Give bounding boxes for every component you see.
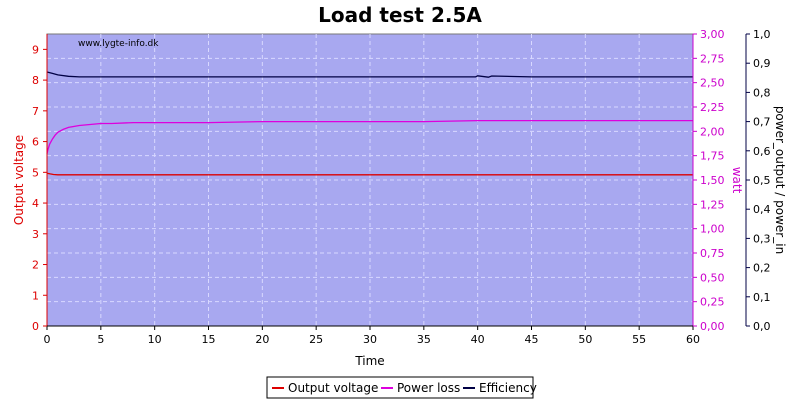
x-tick-label: 50 — [578, 333, 592, 346]
y-right2-tick-label: 0,7 — [753, 116, 771, 129]
y-right2-tick-label: 0,4 — [753, 203, 771, 216]
y-right2-tick-label: 0,3 — [753, 232, 771, 245]
y-right2-tick-label: 0,9 — [753, 57, 771, 70]
x-tick-label: 15 — [202, 333, 216, 346]
y-right1-tick-label: 0,25 — [700, 296, 725, 309]
y-right2-tick-label: 1,0 — [753, 28, 771, 41]
y-right2-tick-label: 0,5 — [753, 174, 771, 187]
y-right2-tick-label: 0,6 — [753, 145, 771, 158]
x-tick-label: 45 — [525, 333, 539, 346]
y-right1-axis-label: watt — [730, 167, 744, 194]
x-tick-label: 5 — [97, 333, 104, 346]
x-tick-label: 20 — [255, 333, 269, 346]
grid-lines — [47, 34, 693, 326]
x-tick-label: 25 — [309, 333, 323, 346]
legend-label-power-loss: Power loss — [397, 381, 460, 395]
legend-label-output-voltage: Output voltage — [288, 381, 378, 395]
x-tick-label: 35 — [417, 333, 431, 346]
y-right1-tick-label: 3,00 — [700, 28, 725, 41]
legend: Output voltage Power loss Efficiency — [266, 376, 537, 399]
y-right1-tick-label: 1,00 — [700, 223, 725, 236]
y-right2-axis-label: power_output / power_in — [773, 106, 787, 254]
y-left-tick-label: 8 — [32, 74, 39, 87]
y-right1-tick-label: 1,50 — [700, 174, 725, 187]
y-right2-tick-label: 0,1 — [753, 291, 771, 304]
chart-title: Load test 2.5A — [318, 3, 482, 27]
y-right2-tick-label: 0,0 — [753, 320, 771, 333]
y-right1-tick-label: 2,25 — [700, 101, 725, 114]
axes-layer: 0 5 10 15 20 25 30 35 40 45 50 55 600,000,250,500,75… — [32, 28, 771, 346]
series-line-power-loss — [46, 119, 693, 154]
y-right1-tick-label: 1,25 — [700, 198, 725, 211]
legend-label-efficiency: Efficiency — [479, 381, 537, 395]
y-left-tick-label: 1 — [32, 289, 39, 302]
x-tick-label: 0 — [44, 333, 51, 346]
y-left-tick-label: 9 — [32, 43, 39, 56]
x-tick-label: 10 — [148, 333, 162, 346]
y-left-tick-label: 4 — [32, 197, 39, 210]
series-line-efficiency — [46, 71, 693, 78]
y-right1-tick-label: 0,50 — [700, 271, 725, 284]
y-left-tick-label: 0 — [32, 320, 39, 333]
y-right1-tick-label: 0,75 — [700, 247, 725, 260]
x-tick-label: 60 — [686, 333, 700, 346]
y-right1-tick-label: 1,75 — [700, 150, 725, 163]
y-right1-tick-label: 2,50 — [700, 77, 725, 90]
y-right2-tick-label: 0,8 — [753, 86, 771, 99]
y-left-axis-label: Output voltage — [12, 135, 26, 225]
x-tick-label: 40 — [471, 333, 485, 346]
series-line-output-voltage — [46, 172, 693, 176]
y-right2-tick-label: 0,2 — [753, 262, 771, 275]
x-axis-label: Time — [354, 354, 384, 368]
y-left-tick-label: 6 — [32, 136, 39, 149]
legend-box — [266, 376, 534, 399]
y-left-tick-label: 3 — [32, 228, 39, 241]
y-right1-tick-label: 0,00 — [700, 320, 725, 333]
x-tick-label: 55 — [632, 333, 646, 346]
x-tick-label: 30 — [363, 333, 377, 346]
series-layer — [46, 71, 693, 176]
y-right1-tick-label: 2,00 — [700, 125, 725, 138]
watermark: www.lygte-info.dk — [78, 39, 159, 49]
y-left-tick-label: 2 — [32, 259, 39, 272]
y-left-tick-label: 7 — [32, 105, 39, 118]
y-left-tick-label: 5 — [32, 166, 39, 179]
y-right1-tick-label: 2,75 — [700, 52, 725, 65]
